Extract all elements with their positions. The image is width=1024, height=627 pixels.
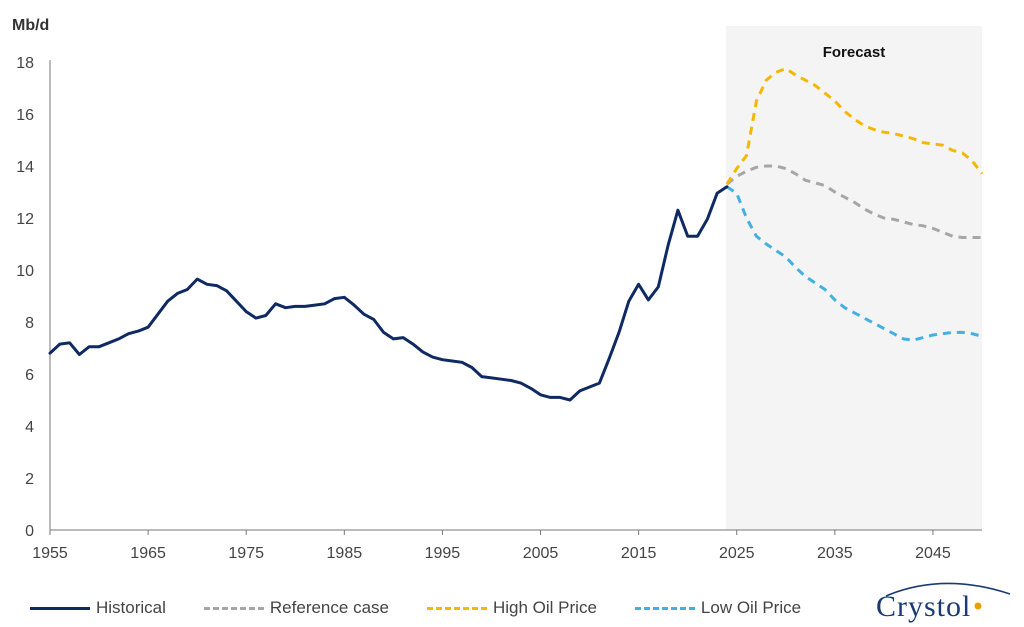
legend-item-low-oil-price: Low Oil Price <box>634 598 802 618</box>
legend-swatch-historical <box>30 606 90 610</box>
x-tick-label: 1995 <box>425 545 461 562</box>
legend-swatch-reference-case <box>203 606 264 610</box>
crystol-logo: Crystol <box>876 582 1011 623</box>
forecast-region <box>725 26 982 530</box>
y-tick-label: 16 <box>16 107 34 124</box>
legend-item-reference-case: Reference case <box>203 598 389 618</box>
x-tick-label: 2045 <box>915 545 951 562</box>
y-tick-label: 0 <box>25 523 34 540</box>
x-tick-label: 2005 <box>523 545 559 562</box>
x-tick-label: 1955 <box>32 545 68 562</box>
legend-swatch-low-oil-price <box>634 606 695 610</box>
series-line-high-oil-price <box>725 67 984 185</box>
legend-swatch-high-oil-price <box>426 606 487 610</box>
y-tick-label: 2 <box>25 471 34 488</box>
legend-label-historical: Historical <box>96 598 166 617</box>
y-tick-label: 18 <box>16 55 34 72</box>
x-tick-label: 2015 <box>621 545 657 562</box>
legend-item-historical: Historical <box>30 598 166 618</box>
legend-label-high-oil-price: High Oil Price <box>492 598 597 617</box>
y-tick-label: 4 <box>25 419 34 436</box>
series-line-historical <box>48 185 729 402</box>
x-tick-label: 2025 <box>719 545 755 562</box>
legend: Historical Reference case High Oil Price… <box>30 598 839 618</box>
forecast-label: Forecast <box>823 44 886 61</box>
y-tick-label: 8 <box>25 315 34 332</box>
x-tick-label: 2035 <box>817 545 853 562</box>
y-tick-label: 14 <box>16 159 34 176</box>
logo-text: Crystol <box>876 590 971 623</box>
y-tick-label: 6 <box>25 367 34 384</box>
x-tick-label: 1975 <box>228 545 264 562</box>
y-unit-label: Mb/d <box>12 17 49 34</box>
legend-label-reference-case: Reference case <box>269 598 389 617</box>
x-axis: 1955 1965 1975 1985 1995 2005 2015 2025 2035 2045 <box>32 530 951 562</box>
x-tick-label: 1985 <box>327 545 363 562</box>
series-line-low-oil-price <box>726 185 983 342</box>
legend-label-low-oil-price: Low Oil Price <box>700 598 802 617</box>
y-tick-label: 10 <box>16 263 34 280</box>
series-layer <box>48 67 984 402</box>
y-tick-label: 12 <box>16 211 34 228</box>
legend-item-high-oil-price: High Oil Price <box>426 598 597 618</box>
x-tick-label: 1965 <box>130 545 166 562</box>
y-axis: 0 2 4 6 8 10 12 14 16 18 <box>16 55 34 540</box>
series-line-reference-case <box>725 164 982 239</box>
